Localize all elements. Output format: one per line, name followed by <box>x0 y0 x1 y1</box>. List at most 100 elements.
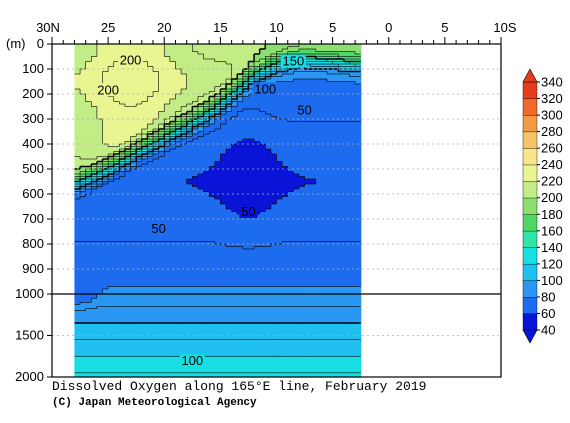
field-cell <box>96 269 104 273</box>
field-cell <box>186 229 193 233</box>
field-cell <box>141 308 149 312</box>
field-cell <box>248 306 255 310</box>
field-cell <box>91 144 98 148</box>
field-cell <box>169 372 177 376</box>
field-cell <box>124 114 132 118</box>
field-cell <box>108 368 115 372</box>
field-cell <box>169 362 177 366</box>
field-cell <box>203 116 210 120</box>
field-cell <box>214 209 221 213</box>
field-cell <box>175 333 182 337</box>
field-cell <box>265 325 272 328</box>
field-cell <box>181 214 188 218</box>
field-cell <box>220 350 227 353</box>
field-cell <box>265 184 272 188</box>
field-cell <box>225 308 233 312</box>
field-cell <box>147 174 154 178</box>
field-cell <box>158 114 165 118</box>
field-cell <box>175 139 182 143</box>
field-cell <box>225 327 233 330</box>
field-cell <box>254 374 261 378</box>
field-cell <box>108 111 115 115</box>
field-cell <box>130 289 137 293</box>
field-cell <box>164 354 171 357</box>
field-cell <box>91 269 98 273</box>
field-cell <box>164 214 171 218</box>
field-cell <box>85 139 92 143</box>
field-cell <box>181 159 188 163</box>
field-cell <box>259 209 266 213</box>
field-cell <box>108 284 115 288</box>
field-cell <box>259 256 266 260</box>
field-cell <box>220 341 227 345</box>
field-cell <box>259 318 266 322</box>
field-cell <box>85 206 92 210</box>
field-cell <box>181 343 188 347</box>
field-cell <box>225 224 233 228</box>
field-cell <box>136 201 143 205</box>
field-cell <box>158 139 165 143</box>
field-cell <box>203 249 210 253</box>
field-cell <box>197 159 205 163</box>
field-cell <box>80 251 87 255</box>
field-cell <box>231 46 238 50</box>
field-cell <box>197 169 205 173</box>
field-cell <box>186 79 193 83</box>
field-cell <box>158 54 165 58</box>
field-cell <box>102 368 109 372</box>
field-cell <box>181 76 188 80</box>
field-cell <box>169 323 177 326</box>
field-cell <box>74 219 81 223</box>
field-cell <box>74 204 81 208</box>
field-cell <box>96 171 104 175</box>
field-cell <box>169 337 177 341</box>
field-cell <box>186 86 193 90</box>
field-cell <box>169 176 177 180</box>
field-cell <box>203 302 210 305</box>
field-cell <box>181 154 188 158</box>
field-cell <box>209 259 216 263</box>
field-cell <box>197 219 205 223</box>
field-cell <box>192 269 199 273</box>
field-cell <box>192 291 199 295</box>
field-cell <box>169 304 177 308</box>
field-cell <box>102 246 109 250</box>
field-cell <box>231 281 238 285</box>
field-cell <box>74 341 81 345</box>
field-cell <box>141 104 149 108</box>
field-cell <box>192 226 199 230</box>
field-cell <box>169 356 177 359</box>
field-cell <box>147 284 154 288</box>
field-cell <box>85 49 92 53</box>
field-cell <box>265 256 272 260</box>
field-cell <box>203 296 210 299</box>
field-cell <box>91 291 98 295</box>
field-cell <box>225 141 233 145</box>
field-cell <box>124 79 132 83</box>
field-cell <box>153 99 160 103</box>
field-cell <box>259 219 266 223</box>
field-cell <box>225 169 233 173</box>
field-cell <box>119 246 126 250</box>
field-cell <box>124 370 132 374</box>
field-cell <box>181 251 188 255</box>
field-cell <box>225 366 233 370</box>
field-cell <box>181 374 188 378</box>
field-cell <box>102 323 109 326</box>
field-cell <box>108 71 115 75</box>
field-cell <box>130 360 137 364</box>
field-cell <box>153 318 160 322</box>
field-cell <box>119 360 126 364</box>
field-cell <box>186 312 193 316</box>
field-cell <box>192 134 199 138</box>
field-cell <box>175 325 182 328</box>
field-cell <box>265 286 272 290</box>
field-cell <box>164 219 171 223</box>
field-cell <box>141 224 149 228</box>
field-cell <box>231 331 238 335</box>
field-cell <box>119 44 126 48</box>
field-cell <box>209 224 216 228</box>
field-cell <box>186 279 193 283</box>
field-cell <box>192 149 199 153</box>
field-cell <box>248 234 255 238</box>
